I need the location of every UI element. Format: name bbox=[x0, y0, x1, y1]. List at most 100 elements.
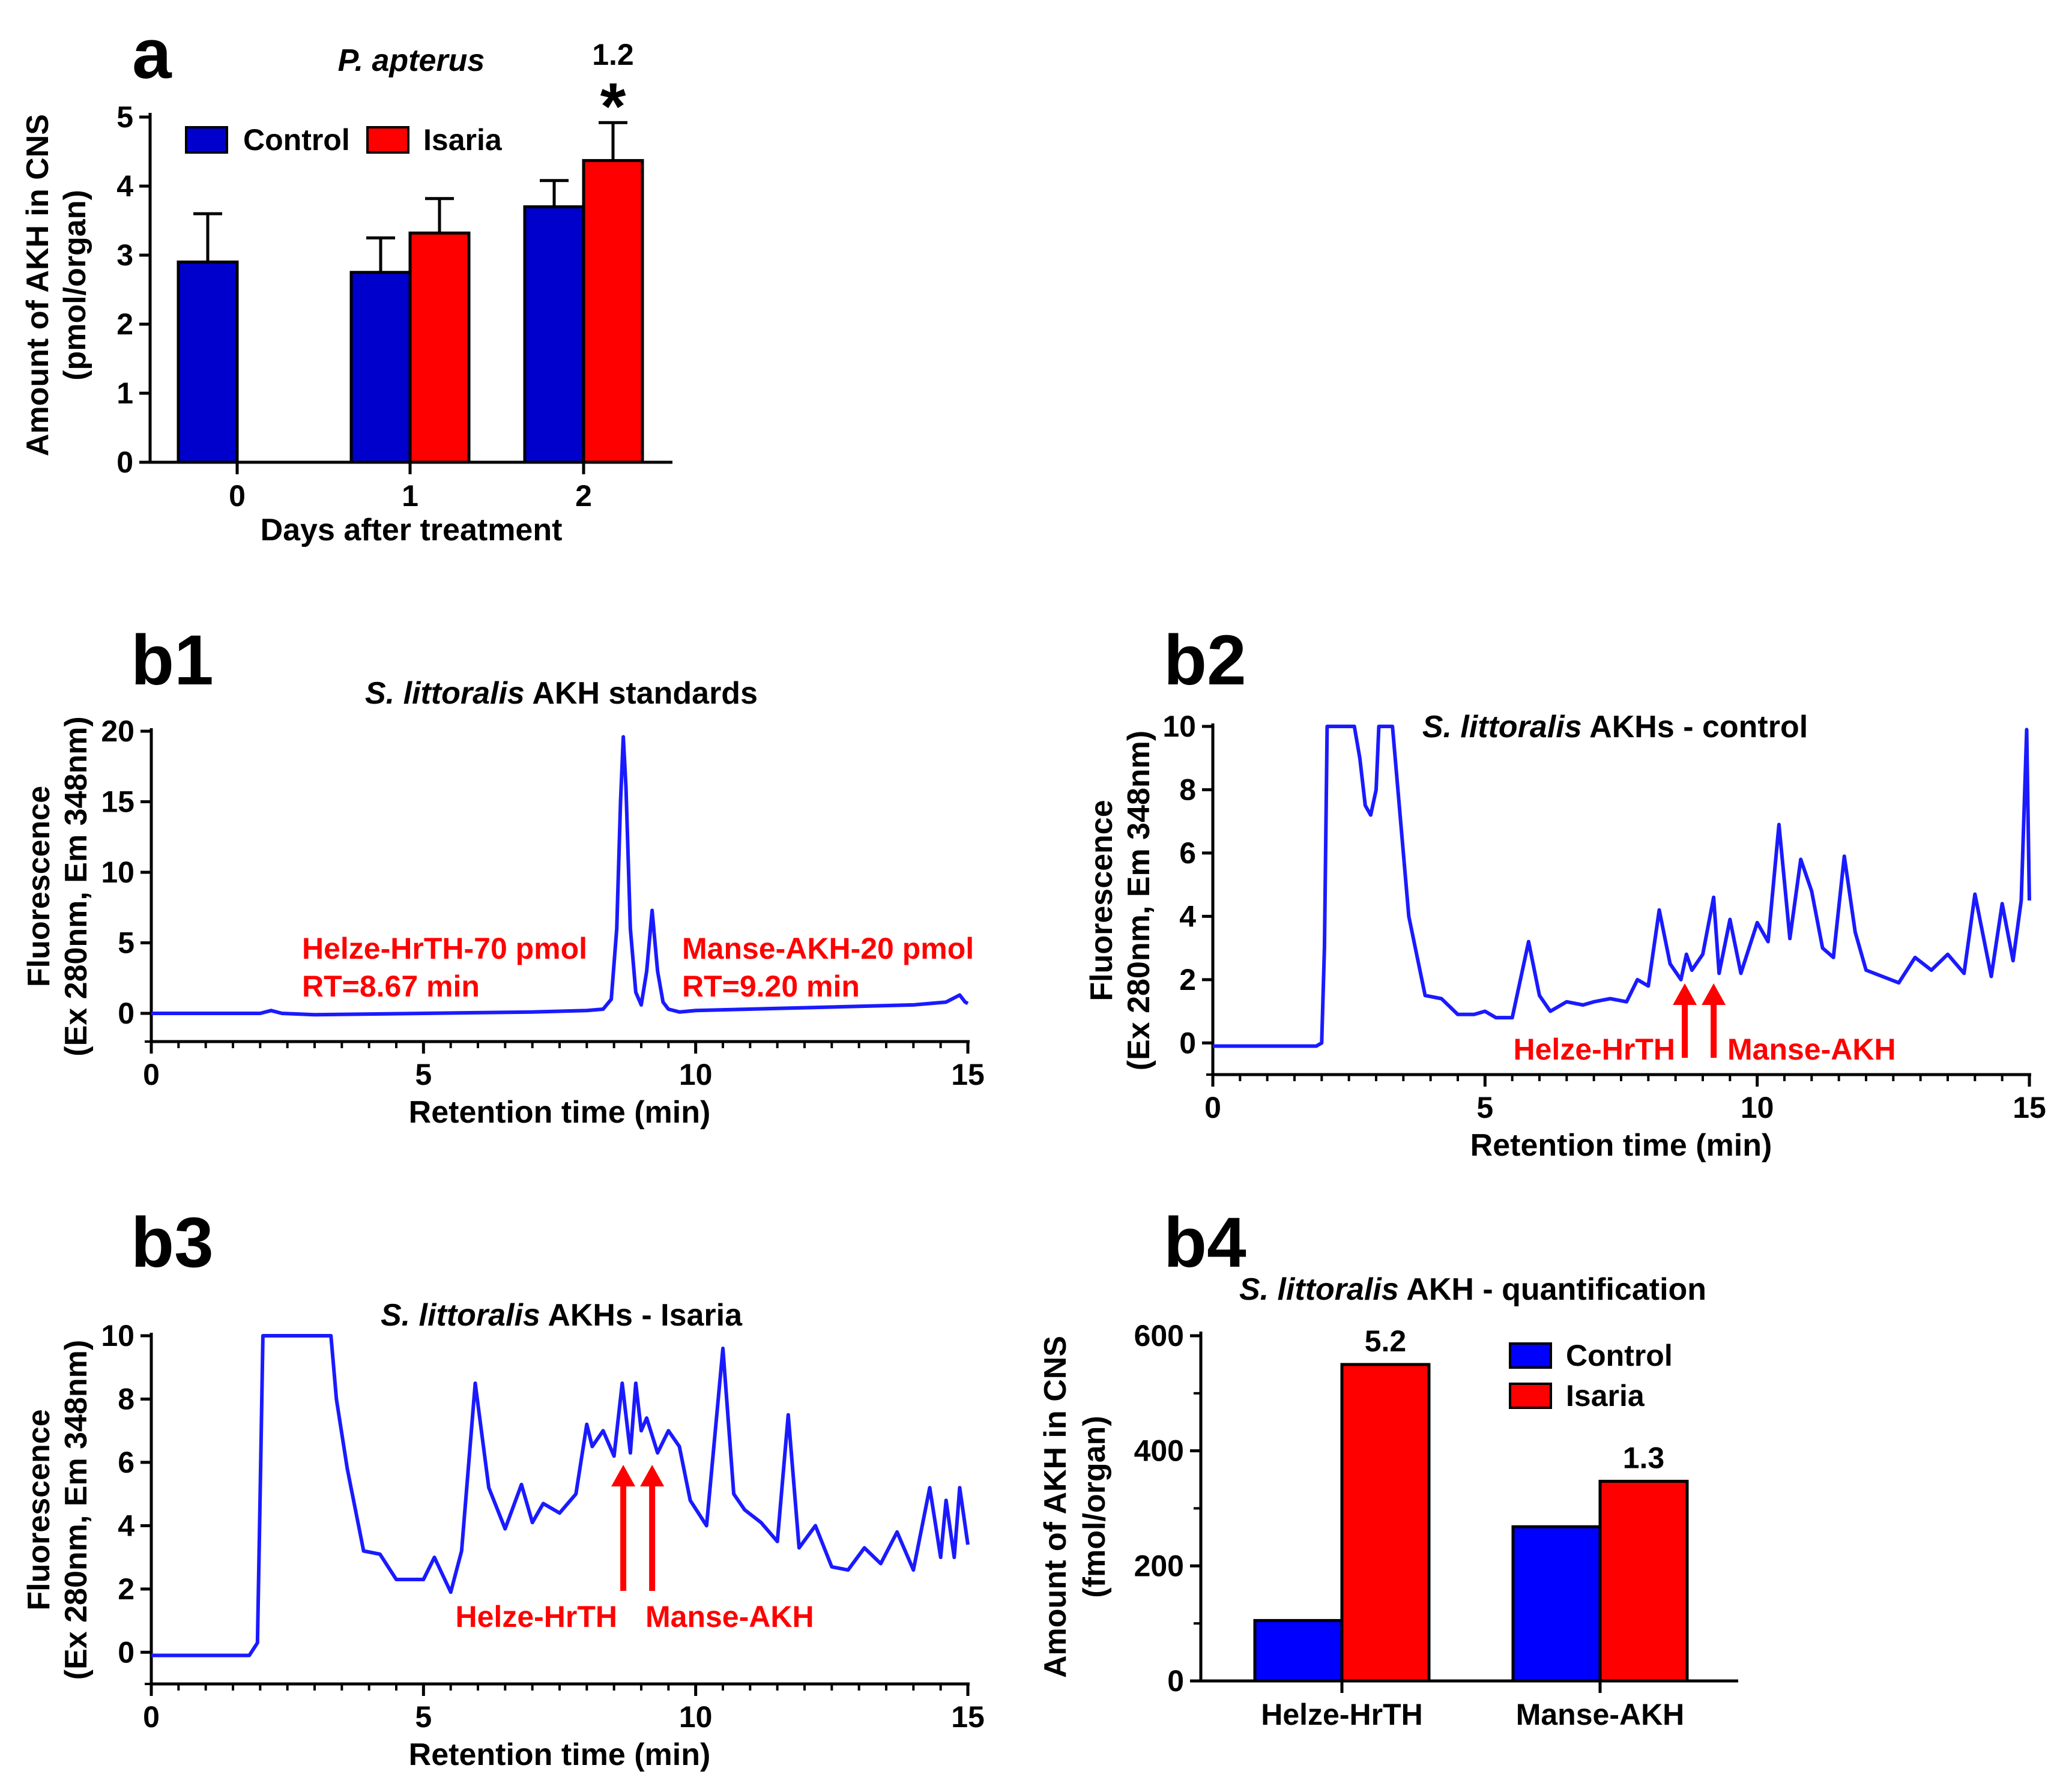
y-tick-label: 4 bbox=[116, 169, 133, 203]
x-tick-label: 15 bbox=[951, 1700, 985, 1734]
legend-swatch-isaria bbox=[1509, 1383, 1552, 1409]
y-tick-label: 0 bbox=[118, 1635, 134, 1669]
y-tick-label: 15 bbox=[101, 785, 134, 819]
y-tick-label: 4 bbox=[1179, 899, 1196, 933]
panel-b4-title: S. littoralis AKH - quantification bbox=[1239, 1272, 1706, 1307]
y-tick-label: 2 bbox=[118, 1572, 134, 1606]
panel-b4-legend: Control Isaria bbox=[1509, 1339, 1673, 1413]
panel-b3-y-label-line1: Fluorescence bbox=[22, 1409, 56, 1610]
legend-label-control: Control bbox=[243, 123, 350, 157]
x-tick-label: 15 bbox=[2013, 1091, 2046, 1124]
ratio-label: 1.3 bbox=[1623, 1441, 1665, 1474]
panel-label-b4: b4 bbox=[1164, 1203, 1246, 1282]
bar-isaria-manse-akh bbox=[1598, 1479, 1689, 1683]
bar-control-day-1 bbox=[349, 271, 412, 464]
x-tick-label: Manse-AKH bbox=[1516, 1698, 1685, 1731]
x-tick-label: 0 bbox=[1204, 1091, 1221, 1124]
annotation-helze-label: Helze-HrTH bbox=[1514, 1033, 1675, 1066]
annotation-helze-line1: Helze-HrTH-70 pmol bbox=[302, 932, 587, 965]
bar-control-manse-akh bbox=[1511, 1525, 1602, 1683]
annotation-manse-label: Manse-AKH bbox=[645, 1600, 814, 1634]
x-tick-label: 0 bbox=[143, 1700, 160, 1734]
panel-b2-title: S. littoralis AKHs - control bbox=[1422, 710, 1808, 744]
panel-title-rest: AKHs - control bbox=[1582, 710, 1808, 744]
y-tick-label: 5 bbox=[118, 926, 134, 960]
panel-b4-title-rest: AKH - quantification bbox=[1399, 1272, 1706, 1307]
bar-control-day-2 bbox=[523, 205, 585, 464]
panel-b4-y-label-line2: (fmol/organ) bbox=[1077, 1416, 1112, 1597]
y-tick-label: 5 bbox=[116, 100, 133, 134]
bar-isaria-day-2 bbox=[582, 158, 644, 464]
chromatogram-trace bbox=[151, 1334, 970, 1658]
panel-b4-title-species: S. littoralis bbox=[1239, 1272, 1399, 1307]
annotation-arrowhead bbox=[640, 1465, 665, 1486]
panel-b4-y-label-line1: Amount of AKH in CNS bbox=[1038, 1336, 1073, 1678]
panel-b4: S. littoralis AKH - quantification Contr… bbox=[1038, 1272, 1738, 1731]
panel-label-a: a bbox=[132, 14, 172, 94]
y-tick-label: 0 bbox=[118, 997, 134, 1030]
chromatogram-trace bbox=[151, 735, 969, 1017]
panel-b1-title: S. littoralis AKH standards bbox=[365, 676, 758, 711]
y-tick-label: 0 bbox=[1167, 1664, 1184, 1698]
legend-swatch-control bbox=[1509, 1342, 1552, 1369]
y-tick-label: 8 bbox=[1179, 773, 1196, 806]
panel-a-legend: Control Isaria bbox=[185, 123, 503, 157]
legend-label-isaria: Isaria bbox=[423, 123, 503, 157]
panel-a-y-label-line2: (pmol/organ) bbox=[58, 190, 92, 381]
panel-title-species: S. littoralis bbox=[1422, 710, 1582, 744]
x-tick-label: 10 bbox=[679, 1058, 713, 1091]
panel-b3-y-label-line2: (Ex 280nm, Em 348nm) bbox=[59, 1340, 94, 1680]
ratio-label: 1.2 bbox=[592, 38, 634, 71]
y-tick-label: 10 bbox=[101, 855, 134, 889]
annotation-manse-line2: RT=9.20 min bbox=[682, 970, 860, 1003]
panel-a-title: P. apterus bbox=[338, 43, 485, 78]
bar-control-day-0 bbox=[177, 261, 239, 464]
bar-control-helze-hrth bbox=[1253, 1619, 1344, 1683]
y-tick-label: 600 bbox=[1134, 1319, 1184, 1353]
panel-title-rest: AKHs - Isaria bbox=[540, 1298, 743, 1333]
legend-label-control: Control bbox=[1566, 1339, 1673, 1372]
y-tick-label: 3 bbox=[116, 238, 133, 272]
annotation-manse-label: Manse-AKH bbox=[1727, 1033, 1896, 1066]
panel-b1-x-label: Retention time (min) bbox=[409, 1095, 711, 1130]
ratio-label: 5.2 bbox=[1365, 1324, 1407, 1358]
panel-b2: S. littoralis AKHs - control 0 5 10 15 0 2 4 6 8 1… bbox=[1084, 710, 2046, 1163]
panel-b1-y-label-line2: (Ex 280nm, Em 348nm) bbox=[59, 716, 94, 1056]
panel-b2-y-label-line1: Fluorescence bbox=[1084, 800, 1119, 1001]
y-tick-label: 200 bbox=[1134, 1549, 1184, 1582]
panel-label-b1: b1 bbox=[131, 621, 214, 700]
panel-b3-x-label: Retention time (min) bbox=[409, 1737, 711, 1772]
x-tick-label: 5 bbox=[1476, 1091, 1493, 1124]
panel-title-species: S. littoralis bbox=[365, 676, 525, 711]
x-tick-label: 0 bbox=[229, 479, 246, 513]
y-tick-label: 4 bbox=[118, 1509, 134, 1542]
x-tick-label: 1 bbox=[402, 479, 418, 513]
x-tick-label: 2 bbox=[575, 479, 592, 513]
annotation-helze-label: Helze-HrTH bbox=[456, 1600, 617, 1634]
x-tick-label: Helze-HrTH bbox=[1261, 1698, 1422, 1731]
annotation-manse-line1: Manse-AKH-20 pmol bbox=[682, 932, 974, 965]
panel-b1-y-label-line1: Fluorescence bbox=[22, 786, 56, 987]
chromatogram-trace bbox=[1213, 725, 2031, 1048]
x-tick-label: 0 bbox=[143, 1058, 160, 1091]
significance-marker: * bbox=[600, 70, 626, 143]
panel-b1: S. littoralis AKH standards 0 5 10 15 0 5 10 15 2… bbox=[22, 676, 985, 1130]
y-tick-label: 10 bbox=[1162, 710, 1196, 743]
y-tick-label: 400 bbox=[1134, 1434, 1184, 1468]
x-tick-label: 5 bbox=[415, 1700, 432, 1734]
y-tick-label: 1 bbox=[116, 376, 133, 410]
panel-b3-title: S. littoralis AKHs - Isaria bbox=[381, 1298, 743, 1333]
bar-isaria-day-1 bbox=[408, 231, 471, 464]
y-tick-label: 6 bbox=[118, 1446, 134, 1479]
annotation-arrowhead bbox=[1673, 983, 1697, 1005]
y-tick-label: 10 bbox=[101, 1319, 134, 1353]
x-tick-label: 15 bbox=[951, 1058, 985, 1091]
legend-swatch-control bbox=[185, 126, 228, 154]
panel-b2-y-label-line2: (Ex 280nm, Em 348nm) bbox=[1122, 731, 1156, 1070]
panel-a: P. apterus Control Isaria 1.2* 0 1 2 3 4 5 0 1… bbox=[20, 38, 672, 548]
panel-title-rest: AKH standards bbox=[525, 676, 758, 711]
y-tick-label: 8 bbox=[118, 1382, 134, 1416]
x-tick-label: 10 bbox=[679, 1700, 713, 1734]
y-tick-label: 20 bbox=[101, 714, 134, 748]
